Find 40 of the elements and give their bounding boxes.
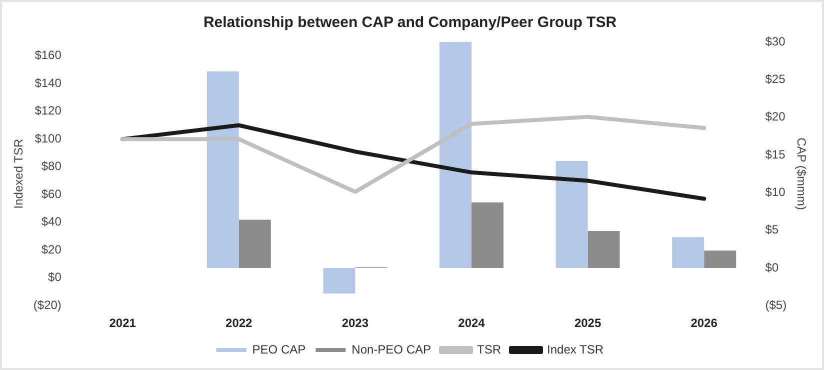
- bar: [588, 231, 620, 268]
- y2-tick-label: $0: [765, 260, 779, 274]
- y-axis-title: Indexed TSR: [12, 138, 26, 209]
- y-tick-label: $140: [34, 76, 62, 90]
- y2-tick-label: $10: [765, 184, 786, 199]
- y-tick-label: $60: [41, 186, 62, 201]
- y-tick-label: $100: [34, 131, 62, 146]
- x-tick-label: 2026: [690, 316, 718, 330]
- x-tick-label: 2022: [226, 316, 253, 330]
- bar: [672, 237, 704, 268]
- y2-axis-title: CAP ($mmm): [794, 138, 808, 210]
- bar: [471, 202, 504, 268]
- bar: [440, 42, 472, 268]
- y2-tick-label: $25: [765, 72, 786, 86]
- y-tick-label: $0: [48, 270, 62, 284]
- y2-tick-label: $5: [765, 222, 779, 237]
- bar: [556, 160, 588, 268]
- y-tick-label: $20: [41, 242, 62, 256]
- bar: [704, 250, 736, 268]
- bar: [206, 71, 239, 268]
- y-tick-label: $120: [34, 104, 62, 118]
- y2-tick-label: $30: [765, 34, 786, 48]
- legend-label: Index TSR: [547, 342, 604, 356]
- legend-label: PEO CAP: [252, 342, 306, 356]
- bar: [238, 220, 271, 268]
- y2-tick-label: ($5): [765, 298, 787, 312]
- y2-tick-label: $20: [765, 110, 786, 124]
- legend-label: Non-PEO CAP: [352, 342, 432, 356]
- y-tick-label: $80: [41, 159, 62, 174]
- x-tick-label: 2023: [342, 316, 369, 330]
- y2-tick-label: $15: [765, 147, 786, 162]
- x-tick-label: 2024: [458, 316, 486, 330]
- x-tick-label: 2021: [109, 316, 136, 330]
- bar: [323, 268, 356, 294]
- y-tick-label: ($20): [33, 298, 62, 312]
- y-tick-label: $40: [41, 214, 62, 229]
- x-tick-label: 2025: [574, 316, 602, 330]
- y-tick-label: $160: [34, 48, 62, 62]
- chart-title: Relationship between CAP and Company/Peer Group TSR: [203, 14, 617, 32]
- legend-label: TSR: [477, 342, 502, 356]
